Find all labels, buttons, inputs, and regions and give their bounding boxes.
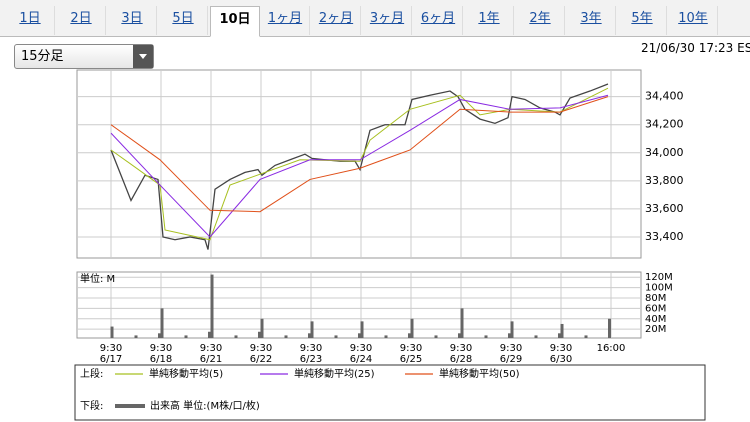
legend-label: 単純移動平均(50) xyxy=(439,367,520,380)
legend-upper-label: 上段: xyxy=(80,367,103,380)
volume-bar xyxy=(384,335,388,338)
x-tick-label: 9:30 6/30 xyxy=(550,343,572,365)
tab-bar: 1日 2日 3日 5日 10日 1ヶ月 2ヶ月 3ヶ月 6ヶ月 1年 2年 3年 5年 10年 xyxy=(0,0,750,37)
y-tick-label: 34,200 xyxy=(645,118,684,131)
x-tick-label: 9:30 6/17 xyxy=(100,343,122,365)
tab[interactable]: 5年 xyxy=(618,6,667,35)
legend-label: 出来高 単位:(M株/口/枚) xyxy=(150,399,260,412)
legend-box xyxy=(74,364,706,421)
timestamp: 21/06/30 17:23 ES xyxy=(641,41,750,55)
y-tick-label: 100M xyxy=(645,283,673,294)
volume-bar xyxy=(558,333,561,338)
x-tick-label: 9:30 6/25 xyxy=(400,343,422,365)
volume-bar xyxy=(534,335,538,338)
volume-bar xyxy=(508,333,511,338)
plot-area xyxy=(76,69,642,259)
volume-bar xyxy=(510,321,514,338)
legend-label: 単純移動平均(5) xyxy=(149,367,223,380)
tab[interactable]: 5日 xyxy=(159,6,208,35)
volume-bar xyxy=(158,333,161,338)
tab[interactable]: 2日 xyxy=(57,6,106,35)
volume-bar xyxy=(334,335,338,338)
tab[interactable]: 3ヶ月 xyxy=(363,6,412,35)
interval-select[interactable]: 15分足 xyxy=(14,44,154,69)
volume-bar xyxy=(208,331,211,338)
tab[interactable]: 3年 xyxy=(567,6,616,35)
select-arrow[interactable] xyxy=(133,45,153,68)
volume-bar xyxy=(434,335,438,338)
volume-bar xyxy=(110,326,114,338)
x-tick-label: 16:00 xyxy=(597,343,626,354)
y-tick-label: 40M xyxy=(645,314,666,325)
x-tick-label: 9:30 6/29 xyxy=(500,343,522,365)
volume-bar xyxy=(284,335,288,338)
y-tick-label: 20M xyxy=(645,324,666,335)
y-tick-label: 33,800 xyxy=(645,174,684,187)
y-tick-label: 120M xyxy=(645,272,673,283)
line-series xyxy=(110,87,609,241)
volume-bar xyxy=(608,318,611,338)
y-tick-label: 80M xyxy=(645,293,666,304)
tab[interactable]: 10日 xyxy=(210,6,260,37)
x-tick-label: 9:30 6/18 xyxy=(150,343,172,365)
volume-bar xyxy=(134,335,138,338)
volume-bar xyxy=(358,333,361,338)
x-tick-label: 9:30 6/21 xyxy=(200,343,222,365)
tab[interactable]: 2ヶ月 xyxy=(312,6,361,35)
volume-bar xyxy=(258,331,261,338)
volume-bar xyxy=(160,308,164,338)
tab[interactable]: 1年 xyxy=(465,6,514,35)
volume-bar xyxy=(408,333,411,338)
tab[interactable]: 1ヶ月 xyxy=(261,6,310,35)
line-series xyxy=(110,96,609,213)
tab[interactable]: 6ヶ月 xyxy=(414,6,463,35)
tab[interactable]: 1日 xyxy=(6,6,55,35)
y-tick-label: 34,400 xyxy=(645,90,684,103)
volume-bar xyxy=(560,323,564,338)
select-text: 15分足 xyxy=(21,49,64,64)
tab[interactable]: 3日 xyxy=(108,6,157,35)
x-tick-label: 9:30 6/23 xyxy=(300,343,322,365)
volume-bar xyxy=(310,321,314,338)
volume-bar xyxy=(584,335,588,338)
line-series xyxy=(110,94,609,238)
volume-bar xyxy=(234,335,238,338)
y-axis-label: 単位: M xyxy=(80,272,115,285)
volume-bar xyxy=(184,335,188,338)
volume-bar xyxy=(460,308,464,338)
y-tick-label: 34,000 xyxy=(645,146,684,159)
volume-bar xyxy=(308,333,311,338)
legend-lower-label: 下段: xyxy=(80,399,103,412)
x-tick-label: 9:30 6/22 xyxy=(250,343,272,365)
x-tick-label: 9:30 6/28 xyxy=(450,343,472,365)
tab[interactable]: 10年 xyxy=(669,6,718,35)
volume-bar xyxy=(260,318,264,338)
volume-bar xyxy=(210,274,214,338)
volume-bar xyxy=(458,333,461,338)
tab[interactable]: 2年 xyxy=(516,6,565,35)
y-tick-label: 33,400 xyxy=(645,230,684,243)
x-tick-label: 9:30 6/24 xyxy=(350,343,372,365)
legend-label: 単純移動平均(25) xyxy=(294,367,375,380)
volume-bar xyxy=(484,335,488,338)
volume-bar xyxy=(360,321,364,338)
y-tick-label: 33,600 xyxy=(645,202,684,215)
volume-bar xyxy=(410,318,414,338)
y-tick-label: 60M xyxy=(645,303,666,314)
